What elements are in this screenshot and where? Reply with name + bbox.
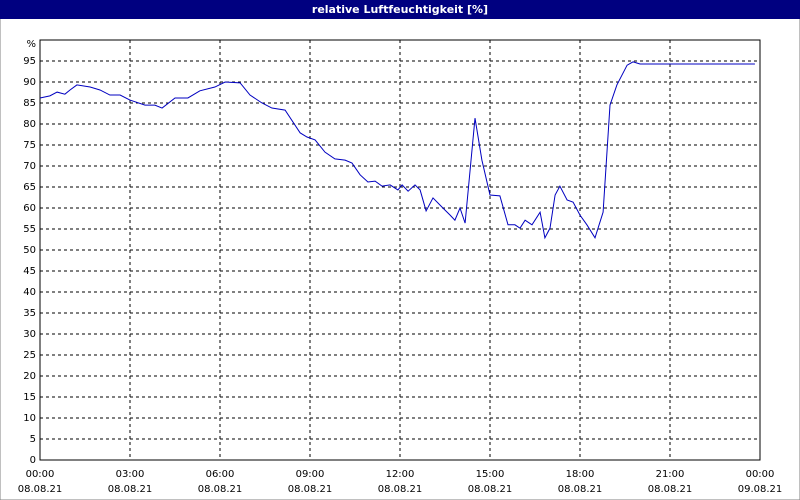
x-tick-label: 21:00	[656, 469, 685, 480]
y-tick-label: 40	[23, 287, 36, 298]
y-tick-label: 85	[23, 98, 36, 109]
x-tick-date: 08.08.21	[198, 484, 243, 495]
y-tick-label: 95	[23, 56, 36, 67]
x-tick-date: 08.08.21	[18, 484, 63, 495]
y-tick-label: 65	[23, 182, 36, 193]
y-tick-label: 50	[23, 245, 36, 256]
y-tick-label: 45	[23, 266, 36, 277]
y-tick-label: 90	[23, 77, 36, 88]
y-tick-label: 35	[23, 308, 36, 319]
y-tick-label: 15	[23, 392, 36, 403]
y-tick-label: 10	[23, 413, 36, 424]
x-tick-label: 12:00	[386, 469, 415, 480]
x-tick-label: 00:00	[26, 469, 55, 480]
data-line	[39, 61, 755, 240]
y-tick-label: 55	[23, 224, 36, 235]
y-tick-label: 75	[23, 140, 36, 151]
x-tick-label: 09:00	[296, 469, 325, 480]
y-axis-label: %	[26, 39, 36, 50]
y-tick-label: 25	[23, 350, 36, 361]
title-bar	[0, 0, 800, 19]
x-tick-date: 08.08.21	[558, 484, 603, 495]
x-tick-date: 08.08.21	[108, 484, 153, 495]
x-tick-label: 15:00	[476, 469, 505, 480]
x-tick-date: 09.08.21	[738, 484, 783, 495]
plot-frame	[39, 39, 761, 461]
y-tick-label: 60	[23, 203, 36, 214]
x-tick-date: 08.08.21	[468, 484, 513, 495]
x-tick-label: 18:00	[566, 469, 595, 480]
x-tick-date: 08.08.21	[378, 484, 423, 495]
y-tick-label: 80	[23, 119, 36, 130]
y-tick-label: 30	[23, 329, 36, 340]
y-tick-label: 0	[30, 455, 36, 466]
x-tick-label: 06:00	[206, 469, 235, 480]
x-tick-date: 08.08.21	[288, 484, 333, 495]
x-tick-date: 08.08.21	[648, 484, 693, 495]
x-tick-label: 03:00	[116, 469, 145, 480]
y-tick-label: 5	[30, 434, 36, 445]
chart-title: relative Luftfeuchtigkeit [%]	[312, 3, 488, 16]
y-tick-label: 20	[23, 371, 36, 382]
x-tick-label: 00:00	[746, 469, 775, 480]
y-tick-label: 70	[23, 161, 36, 172]
